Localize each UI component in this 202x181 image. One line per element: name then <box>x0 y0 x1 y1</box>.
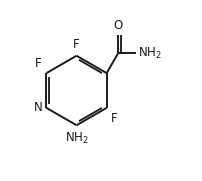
Text: F: F <box>73 38 79 51</box>
Text: NH$_2$: NH$_2$ <box>64 131 88 146</box>
Text: NH$_2$: NH$_2$ <box>137 45 161 61</box>
Text: N: N <box>34 101 43 114</box>
Text: F: F <box>110 112 117 125</box>
Text: F: F <box>35 56 42 70</box>
Text: O: O <box>113 19 122 32</box>
